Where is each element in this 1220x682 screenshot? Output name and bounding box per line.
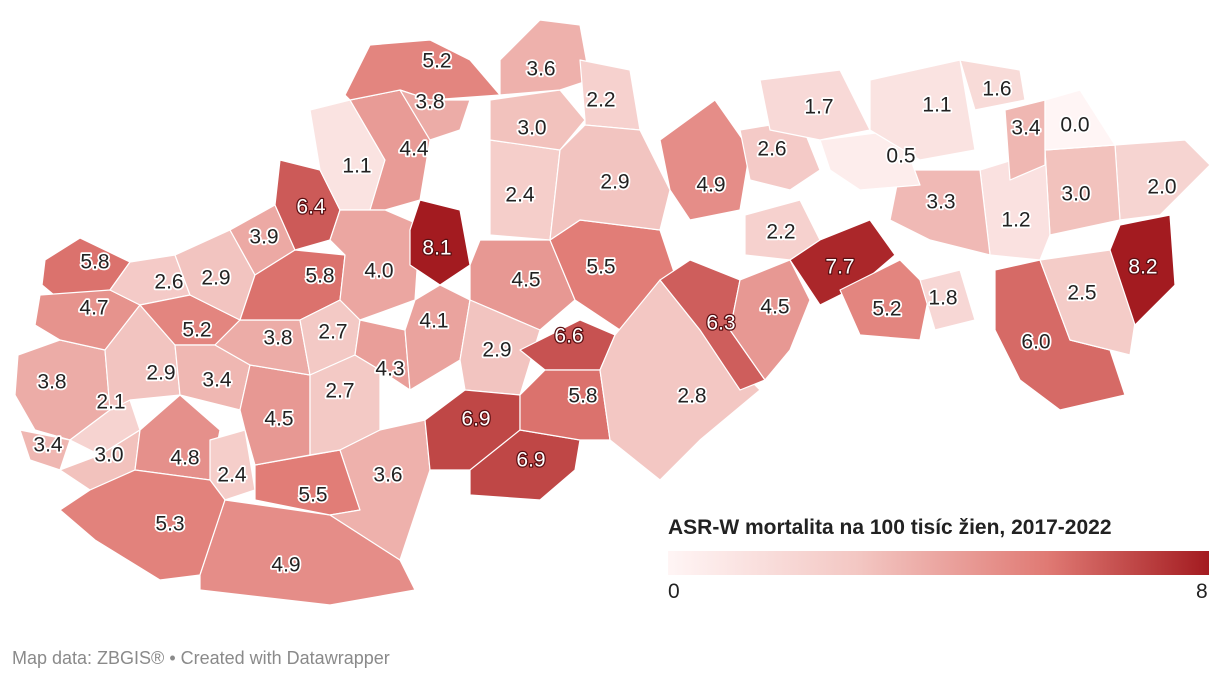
district-value-label: 1.6 <box>982 78 1011 101</box>
district-value-label: 5.2 <box>182 319 211 342</box>
district-shape[interactable] <box>919 269 976 331</box>
district-value-label: 5.5 <box>298 484 327 507</box>
district-value-label: 5.2 <box>422 50 451 73</box>
district-value-label: 6.4 <box>296 196 326 219</box>
district-value-label: 4.5 <box>760 296 789 319</box>
district-value-label: 3.4 <box>202 369 232 392</box>
district-value-label: 4.3 <box>375 358 404 381</box>
legend-min-label: 0 <box>668 580 680 603</box>
district-value-label: 4.8 <box>170 447 199 470</box>
district-shape[interactable] <box>1044 89 1116 151</box>
district-shape[interactable] <box>959 59 1026 111</box>
district-value-label: 2.2 <box>766 221 795 244</box>
district-value-label: 3.6 <box>526 58 555 81</box>
district-value-label: 5.2 <box>872 298 901 321</box>
district-value-label: 4.5 <box>511 269 540 292</box>
district-shape[interactable] <box>789 219 896 306</box>
district-shape[interactable] <box>839 259 931 341</box>
district-value-label: 2.2 <box>586 89 615 112</box>
district-value-label: 5.3 <box>155 513 184 536</box>
district-value-label: 2.6 <box>757 138 786 161</box>
district-value-label: 0.0 <box>1060 114 1089 137</box>
district-value-label: 4.9 <box>271 554 300 577</box>
district-shape[interactable] <box>889 169 991 256</box>
district-shape[interactable] <box>404 284 471 391</box>
district-value-label: 2.5 <box>1067 282 1096 305</box>
district-value-label: 6.9 <box>461 408 490 431</box>
district-value-label: 8.1 <box>422 237 451 260</box>
district-value-label: 3.0 <box>517 117 546 140</box>
district-value-label: 6.6 <box>554 325 583 348</box>
legend-color-scale <box>668 551 1209 575</box>
district-value-label: 3.0 <box>94 444 123 467</box>
district-value-label: 3.9 <box>249 226 278 249</box>
district-shape[interactable] <box>549 124 671 241</box>
district-shape[interactable] <box>869 59 976 161</box>
district-shape[interactable] <box>489 89 586 151</box>
district-shape[interactable] <box>209 429 256 501</box>
district-value-label: 4.0 <box>364 260 393 283</box>
district-value-label: 1.7 <box>804 96 833 119</box>
district-value-label: 3.6 <box>373 464 402 487</box>
district-value-label: 4.9 <box>696 174 725 197</box>
district-value-label: 2.4 <box>505 184 535 207</box>
footer-credit: Map data: ZBGIS® • Created with Datawrap… <box>12 648 390 668</box>
district-value-label: 3.0 <box>1061 183 1090 206</box>
district-value-label: 3.4 <box>1011 117 1041 140</box>
district-value-label: 1.2 <box>1001 209 1030 232</box>
district-shape[interactable] <box>329 419 431 561</box>
district-value-label: 8.2 <box>1128 256 1157 279</box>
district-value-label: 5.8 <box>80 251 109 274</box>
district-value-label: 0.5 <box>886 145 915 168</box>
district-value-label: 2.9 <box>482 339 511 362</box>
legend-max-label: 8 <box>1196 580 1208 603</box>
district-shape[interactable] <box>599 279 761 481</box>
district-value-label: 3.8 <box>415 91 444 114</box>
district-value-label: 2.4 <box>217 464 247 487</box>
legend-title: ASR-W mortalita na 100 tisíc žien, 2017-… <box>668 516 1112 539</box>
district-value-label: 6.0 <box>1021 331 1050 354</box>
district-shapes <box>14 19 1211 606</box>
district-shape[interactable] <box>399 89 471 141</box>
district-shape[interactable] <box>659 99 751 221</box>
district-shape[interactable] <box>1004 99 1046 181</box>
district-value-label: 4.4 <box>399 138 429 161</box>
district-value-label: 5.5 <box>586 256 615 279</box>
district-value-label: 2.6 <box>154 271 183 294</box>
district-value-label: 5.8 <box>305 265 334 288</box>
district-value-label: 2.7 <box>325 380 354 403</box>
district-value-label: 4.5 <box>264 408 293 431</box>
district-value-label: 6.9 <box>516 449 545 472</box>
district-value-label: 3.4 <box>33 434 63 457</box>
district-value-label: 4.7 <box>79 297 108 320</box>
district-value-label: 1.1 <box>342 155 371 178</box>
district-value-label: 4.1 <box>419 310 448 333</box>
district-value-label: 6.3 <box>706 312 735 335</box>
district-value-label: 2.8 <box>677 385 706 408</box>
district-shape[interactable] <box>459 299 541 396</box>
district-shape[interactable] <box>69 399 141 456</box>
district-shape[interactable] <box>759 69 871 141</box>
district-value-label: 2.9 <box>146 362 175 385</box>
district-value-label: 2.1 <box>96 391 125 414</box>
district-value-label: 5.8 <box>568 385 597 408</box>
district-labels: 5.2 3.62.23.8 1.7 1.11.63.4 0.03.04.41.12.6 0… <box>32 48 1179 579</box>
district-value-label: 3.8 <box>263 327 292 350</box>
district-value-label: 1.8 <box>928 287 957 310</box>
district-value-label: 1.1 <box>922 94 951 117</box>
district-shape[interactable] <box>329 209 421 321</box>
district-value-label: 2.7 <box>318 321 347 344</box>
district-shape[interactable] <box>1109 214 1176 326</box>
district-value-label: 3.3 <box>926 191 955 214</box>
district-value-label: 2.9 <box>600 171 629 194</box>
district-value-label: 2.9 <box>201 267 230 290</box>
district-value-label: 7.7 <box>825 256 854 279</box>
district-value-label: 2.0 <box>1147 176 1176 199</box>
district-value-label: 3.8 <box>37 371 66 394</box>
